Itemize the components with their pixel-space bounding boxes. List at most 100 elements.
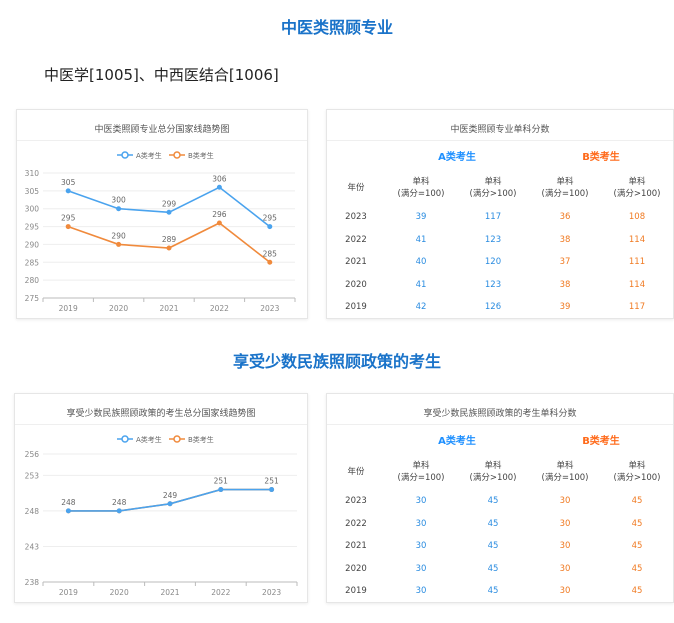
data-label: 249 bbox=[163, 491, 178, 500]
data-label: 251 bbox=[214, 477, 229, 486]
y-tick-label: 305 bbox=[25, 187, 40, 196]
data-point bbox=[267, 259, 273, 265]
chart1-svg: A类考生 B类考生 275 280 285 290 295 300 305 310 2019 2020… bbox=[25, 151, 296, 313]
a-single2-cell: 45 bbox=[487, 541, 499, 552]
section2-title: 享受少数民族照顾政策的考生 bbox=[232, 352, 441, 371]
b-single1-cell: 38 bbox=[559, 234, 571, 245]
a-single1-cell: 41 bbox=[415, 234, 427, 245]
data-label: 248 bbox=[61, 498, 76, 507]
table2-divider bbox=[327, 424, 673, 425]
col-b-single1: 单科 (满分=100) bbox=[541, 177, 589, 199]
y-tick-label: 285 bbox=[25, 258, 40, 267]
legend-marker bbox=[173, 151, 181, 159]
y-tick-label: 275 bbox=[25, 294, 40, 303]
chart-card-2: 享受少数民族照顾政策的考生总分国家线趋势图 A类考生 B类考生 238 243 248 2… bbox=[14, 393, 308, 603]
year-cell: 2023 bbox=[345, 496, 367, 507]
year-cell: 2022 bbox=[345, 518, 367, 529]
section1-subtitle: 中医学[1005]、中西医结合[1006] bbox=[44, 66, 279, 84]
table1-divider bbox=[327, 140, 673, 141]
a-single2-cell: 123 bbox=[484, 279, 502, 290]
data-point bbox=[216, 220, 222, 226]
a-single1-cell: 39 bbox=[415, 212, 427, 223]
data-point bbox=[65, 188, 71, 194]
col-a-single2: 单科 (满分>100) bbox=[469, 177, 517, 199]
b-single2-cell: 45 bbox=[631, 563, 643, 574]
chart-legend: A类考生 B类考生 bbox=[117, 435, 214, 444]
legend-label: B类考生 bbox=[188, 151, 214, 160]
a-single1-cell: 30 bbox=[415, 496, 427, 507]
year-cell: 2021 bbox=[345, 257, 367, 268]
legend-marker bbox=[173, 435, 181, 443]
data-point bbox=[167, 501, 173, 507]
y-tick-label: 253 bbox=[25, 471, 40, 480]
b-single1-cell: 36 bbox=[559, 212, 571, 223]
a-single2-cell: 45 bbox=[487, 518, 499, 529]
data-point bbox=[166, 245, 172, 251]
chart-card-1: 中医类照顾专业总分国家线趋势图 A类考生 B类考生 275 280 285 290 295 3… bbox=[16, 109, 308, 319]
table-row: 2021 30 45 30 45 bbox=[327, 535, 673, 558]
group-b-header: B类考生 bbox=[582, 435, 620, 447]
x-tick-label: 2020 bbox=[110, 588, 129, 597]
x-tick-label: 2023 bbox=[260, 304, 279, 313]
y-tick-label: 243 bbox=[25, 542, 40, 551]
year-cell: 2021 bbox=[345, 541, 367, 552]
y-tick-label: 238 bbox=[25, 578, 40, 587]
data-label: 289 bbox=[162, 235, 177, 244]
a-single1-cell: 41 bbox=[415, 279, 427, 290]
year-cell: 2023 bbox=[345, 212, 367, 223]
y-tick-label: 310 bbox=[25, 169, 40, 178]
b-single1-cell: 30 bbox=[559, 518, 571, 529]
group-a-header: A类考生 bbox=[438, 435, 476, 447]
table-row: 2019 30 45 30 45 bbox=[327, 580, 673, 603]
data-label: 299 bbox=[162, 199, 177, 208]
table1-title: 中医类照顾专业单科分数 bbox=[450, 125, 550, 135]
legend-label: A类考生 bbox=[136, 435, 162, 444]
data-label: 306 bbox=[212, 174, 227, 183]
a-single2-cell: 123 bbox=[484, 234, 502, 245]
a-single2-cell: 117 bbox=[484, 212, 502, 223]
data-point bbox=[166, 209, 172, 215]
col-b-single2: 单科 (满分>100) bbox=[613, 177, 661, 199]
b-single2-cell: 108 bbox=[628, 212, 646, 223]
col-b-single1: 单科 (满分=100) bbox=[541, 461, 589, 483]
data-point bbox=[65, 508, 71, 514]
a-single1-cell: 40 bbox=[415, 257, 427, 268]
x-tick-label: 2019 bbox=[59, 304, 78, 313]
y-tick-label: 295 bbox=[25, 223, 40, 232]
a-single1-cell: 30 bbox=[415, 518, 427, 529]
b-single2-cell: 45 bbox=[631, 518, 643, 529]
group-b-header: B类考生 bbox=[582, 151, 620, 163]
a-single2-cell: 126 bbox=[484, 302, 502, 313]
b-single2-cell: 45 bbox=[631, 586, 643, 597]
section1-title: 中医类照顾专业 bbox=[280, 18, 393, 37]
a-single2-cell: 45 bbox=[487, 496, 499, 507]
a-single1-cell: 30 bbox=[415, 586, 427, 597]
table-row: 2022 41 123 38 114 bbox=[327, 229, 673, 252]
y-tick-label: 248 bbox=[25, 507, 40, 516]
data-point bbox=[267, 224, 273, 230]
b-single1-cell: 39 bbox=[559, 302, 571, 313]
col-a-single2: 单科 (满分>100) bbox=[469, 461, 517, 483]
data-label: 251 bbox=[264, 477, 279, 486]
data-point bbox=[218, 487, 224, 493]
legend-label: A类考生 bbox=[136, 151, 162, 160]
data-point bbox=[116, 508, 122, 514]
year-cell: 2022 bbox=[345, 234, 367, 245]
data-label: 300 bbox=[111, 196, 126, 205]
y-tick-label: 280 bbox=[25, 276, 40, 285]
year-cell: 2019 bbox=[345, 586, 367, 597]
a-single1-cell: 42 bbox=[415, 302, 427, 313]
x-tick-label: 2023 bbox=[262, 588, 281, 597]
a-single2-cell: 45 bbox=[487, 563, 499, 574]
year-cell: 2020 bbox=[345, 563, 367, 574]
table2-title: 享受少数民族照顾政策的考生单科分数 bbox=[423, 409, 577, 419]
x-tick-label: 2019 bbox=[59, 588, 78, 597]
score-table-1: A类考生 B类考生 年份 单科 (满分=100) 单科 (满分>100) 单科 (满分… bbox=[327, 140, 673, 319]
data-label: 305 bbox=[61, 178, 76, 187]
x-tick-label: 2021 bbox=[160, 588, 179, 597]
data-point bbox=[116, 206, 122, 212]
legend-label: B类考生 bbox=[188, 435, 214, 444]
table-row: 2019 42 126 39 117 bbox=[327, 296, 673, 319]
data-label: 248 bbox=[112, 498, 127, 507]
b-single2-cell: 114 bbox=[628, 234, 646, 245]
